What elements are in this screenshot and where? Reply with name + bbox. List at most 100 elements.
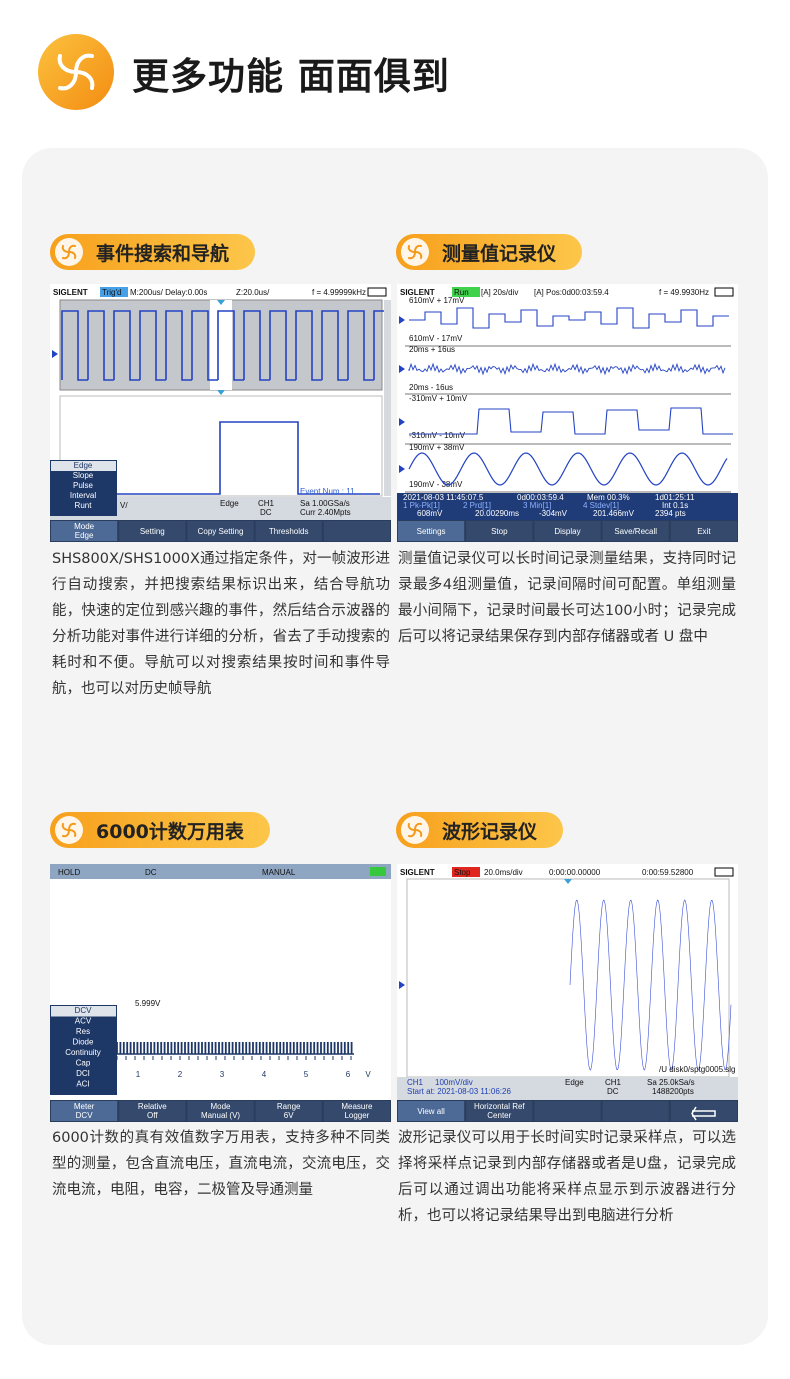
pill-icon [55, 816, 83, 844]
scope-screen: SIGLENT Stop 20.0ms/div 0:00:00.00000 0:00:5… [397, 864, 738, 1122]
waveform [408, 362, 726, 376]
softkey-label: Manual (V) [201, 1111, 240, 1120]
battery [370, 867, 386, 876]
info-text: Start at: 2021-08-03 11:06:26 [407, 1087, 511, 1096]
status-text: 20.0ms/div [484, 868, 523, 877]
info-text: Int 0.1s [662, 501, 688, 510]
trace-label: 20ms - 16us [409, 383, 453, 392]
menu-item: Pulse [73, 481, 94, 490]
softkey [670, 521, 737, 541]
trigger-marker [217, 390, 225, 395]
pill-icon [55, 238, 83, 266]
info-text: CH1 [605, 1078, 622, 1087]
softkey [187, 521, 254, 541]
scale-label: 6 [346, 1070, 351, 1079]
battery [367, 287, 387, 297]
info-text: 201.466mV [593, 509, 635, 518]
info-text: DC [607, 1087, 619, 1096]
softkey [119, 521, 186, 541]
waveform [61, 310, 391, 381]
softkey [119, 1101, 186, 1121]
softkey-label: Measure [341, 1102, 373, 1111]
channel-marker [399, 316, 405, 324]
waveform [409, 307, 729, 329]
side-bar [384, 300, 391, 496]
file-path: /U disk0/sptg0005.slg [659, 1065, 736, 1074]
softkey-label: Copy Setting [198, 527, 244, 536]
softkey [602, 1101, 669, 1121]
event-count: Event Num : 11 [300, 487, 355, 496]
info-text: 1d01:25:11 [655, 493, 695, 502]
return-icon [691, 1106, 716, 1121]
status-badge [100, 287, 128, 297]
softkey-label: Off [147, 1111, 158, 1120]
section-description: 测量值记录仪可以长时间记录测量结果，支持同时记录最多4组测量值，记录间隔时间可配… [398, 551, 736, 645]
info-text: CH1 [407, 1078, 424, 1087]
reading: 5.999V [135, 999, 161, 1008]
section-pill: 测量值记录仪 [396, 234, 583, 270]
menu-item: Continuity [65, 1048, 101, 1057]
status-text: 0:00:00.00000 [549, 868, 601, 877]
info-text: 1 Pk-Pk[1] [403, 501, 440, 510]
status-text: f = 4.99999kHz [312, 288, 366, 297]
scale-label: 1 [136, 1070, 141, 1079]
softkey-label: Stop [491, 527, 508, 536]
softkey-label: Settings [417, 527, 446, 536]
softkey [51, 1101, 118, 1121]
softkey-label: Save/Recall [614, 527, 657, 536]
info-text: Curr 2.40Mpts [300, 508, 351, 517]
section-title: 事件搜索和导航 [96, 242, 230, 265]
info-text: 20.00290ms [475, 509, 519, 518]
softkey [255, 1101, 322, 1121]
softkey-label: Horizontal Ref [474, 1102, 525, 1111]
menu-item: DCI [76, 1069, 90, 1078]
status-badge [452, 287, 480, 297]
trace-label: 190mV + 38mV [409, 443, 465, 452]
status-text: [A] Pos:0d00:03:59.4 [534, 288, 609, 297]
status-bar [50, 864, 391, 879]
menu-item: Runt [75, 501, 93, 510]
info-text: 2 Prd[1] [463, 501, 491, 510]
scale-label: 4 [262, 1070, 267, 1079]
status-bar [397, 284, 738, 298]
softkey-label: Setting [140, 527, 165, 536]
menu-item: DCV [75, 1006, 93, 1015]
scale-label: 3 [220, 1070, 225, 1079]
softkey-label: View all [417, 1107, 445, 1116]
menu-item: ACV [75, 1017, 92, 1026]
softkey [323, 1101, 390, 1121]
softkey [466, 1101, 533, 1121]
info-text: 2021-08-03 11:45:07.5 [403, 493, 484, 502]
section-pill: 波形记录仪 [396, 812, 564, 848]
softkey-label: Thresholds [269, 527, 309, 536]
channel-marker [399, 981, 405, 989]
softkey-label: Edge [75, 531, 94, 540]
section-title: 6000计数万用表 [96, 820, 244, 843]
trace-label: 190mV - 38mV [409, 480, 463, 489]
info-text: 4 Stdev[1] [583, 501, 619, 510]
status-text: M:200us/ Delay:0.00s [130, 288, 207, 297]
section-pill: 事件搜索和导航 [50, 234, 256, 270]
info-text: CH1 [258, 499, 275, 508]
info-text: 3 Min[1] [523, 501, 551, 510]
status-text: Z:20.0us/ [236, 288, 270, 297]
status-bar [50, 284, 391, 298]
section-description: SHS800X/SHS1000X通过指定条件，对一帧波形进行自动搜索，并把搜索结… [52, 551, 390, 697]
trace-label: 610mV - 17mV [409, 334, 463, 343]
info-text: 2394 pts [655, 509, 686, 518]
status-badge [452, 867, 480, 877]
softkey-label: 6V [284, 1111, 294, 1120]
waveform [62, 421, 380, 495]
info-text: 0d00:03:59.4 [517, 493, 564, 502]
menu-item: Edge [74, 461, 93, 470]
softkey-label: Logger [344, 1111, 369, 1120]
scope-screen: SIGLENT Trig'd M:200us/ Delay:0.00s Z:20.0u… [50, 284, 391, 542]
info-text: Sa 25.0kSa/s [647, 1078, 695, 1087]
header-icon [38, 34, 114, 110]
scale-label: 2 [178, 1070, 183, 1079]
softkey-label: Center [487, 1111, 511, 1120]
softkey-label: Range [277, 1102, 301, 1111]
softkey [51, 521, 118, 541]
popup-menu [50, 1005, 117, 1095]
